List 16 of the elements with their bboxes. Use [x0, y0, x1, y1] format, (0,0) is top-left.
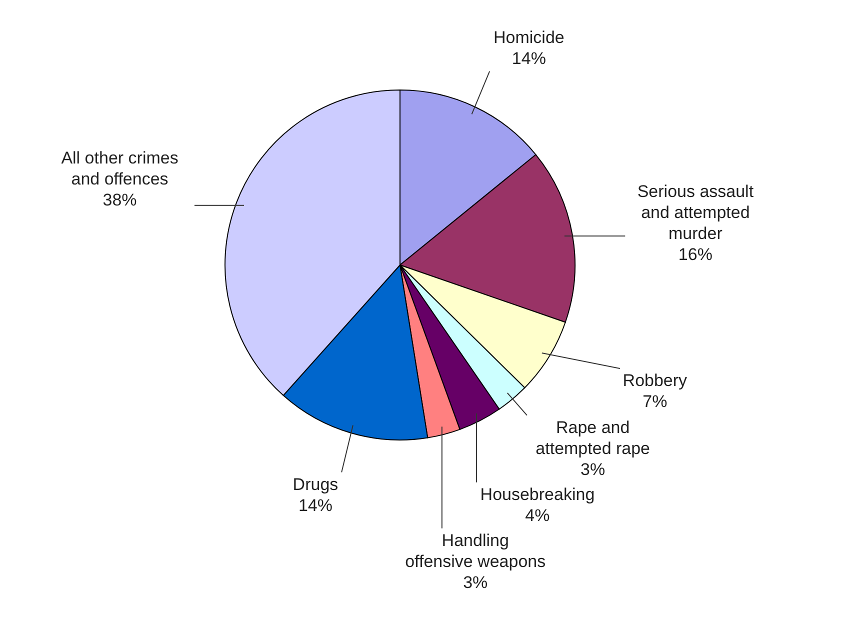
data-label: 14% [298, 496, 332, 515]
slice-label: All other crimes and offences [61, 148, 178, 188]
slice-label: Rape and attempted rape [536, 418, 650, 458]
slice-label: Drugs [292, 474, 338, 494]
data-label: 3% [580, 460, 606, 479]
slice-label: Housebreaking [480, 484, 595, 504]
slice-label: Serious assault and attempted murder [637, 182, 754, 243]
data-label: 16% [678, 244, 712, 264]
data-label: 7% [642, 392, 668, 412]
data-label: 14% [512, 48, 546, 68]
data-label: 38% [102, 190, 137, 210]
slice-label: Robbery [622, 371, 688, 390]
slice-label: Handling offensive weapons [405, 530, 546, 571]
data-label: 3% [463, 572, 488, 592]
slice-label: Homicide [494, 28, 564, 47]
data-label: 4% [525, 506, 550, 525]
